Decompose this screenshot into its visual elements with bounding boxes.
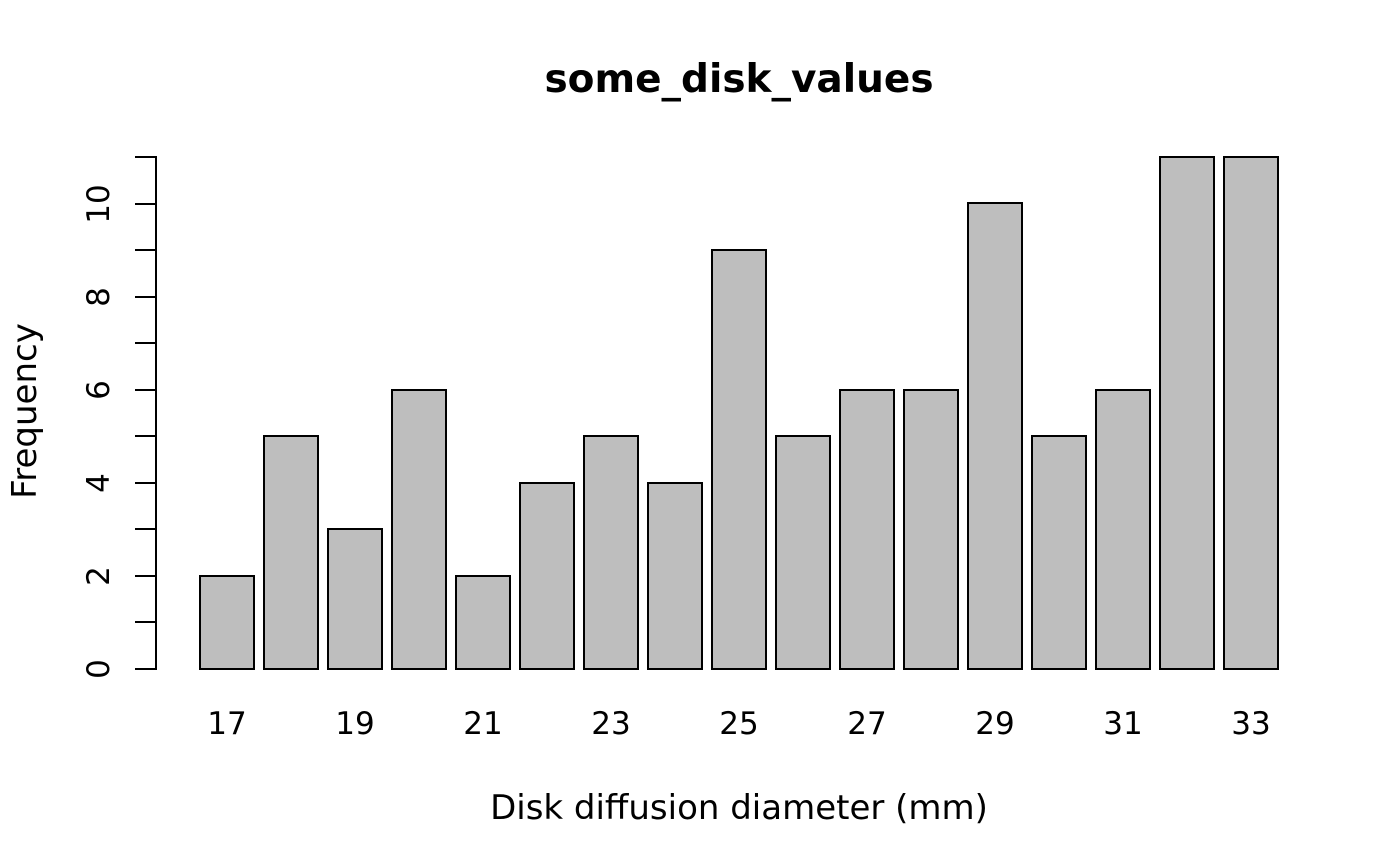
bar-32 [1159, 156, 1215, 670]
y-axis-title: Frequency [5, 323, 45, 499]
bar-21 [455, 575, 511, 670]
y-tick-label-6: 6 [81, 380, 117, 400]
x-tick-label-17: 17 [207, 706, 247, 742]
bar-17 [199, 575, 255, 670]
y-axis-tick-0 [135, 668, 156, 670]
x-tick-label-31: 31 [1103, 706, 1143, 742]
bar-22 [519, 482, 575, 670]
bar-25 [711, 249, 767, 670]
y-axis-tick-8 [135, 296, 156, 298]
y-axis-tick-6 [135, 389, 156, 391]
y-axis-tick-11 [135, 156, 156, 158]
bar-24 [647, 482, 703, 670]
y-tick-label-4: 4 [81, 473, 117, 493]
y-tick-label-8: 8 [81, 287, 117, 307]
y-axis-tick-4 [135, 482, 156, 484]
y-axis-tick-3 [135, 528, 156, 530]
bar-23 [583, 435, 639, 670]
y-tick-label-0: 0 [81, 659, 117, 679]
x-tick-label-25: 25 [719, 706, 759, 742]
bar-28 [903, 389, 959, 670]
bar-31 [1095, 389, 1151, 670]
x-tick-label-27: 27 [847, 706, 887, 742]
x-axis-title: Disk diffusion diameter (mm) [490, 788, 988, 828]
bar-20 [391, 389, 447, 670]
x-tick-label-19: 19 [335, 706, 375, 742]
x-tick-label-21: 21 [463, 706, 503, 742]
bar-18 [263, 435, 319, 670]
bar-26 [775, 435, 831, 670]
x-tick-label-33: 33 [1231, 706, 1271, 742]
y-axis-tick-9 [135, 249, 156, 251]
x-tick-label-29: 29 [975, 706, 1015, 742]
x-tick-label-23: 23 [591, 706, 631, 742]
y-axis-tick-1 [135, 621, 156, 623]
y-tick-label-10: 10 [81, 184, 117, 224]
y-tick-label-2: 2 [81, 566, 117, 586]
y-axis-tick-2 [135, 575, 156, 577]
y-axis-tick-10 [135, 203, 156, 205]
bar-29 [967, 202, 1023, 670]
y-axis-line [155, 156, 157, 670]
bar-33 [1223, 156, 1279, 670]
bar-19 [327, 528, 383, 670]
bar-30 [1031, 435, 1087, 670]
y-axis-tick-7 [135, 342, 156, 344]
y-axis-tick-5 [135, 435, 156, 437]
chart-title: some_disk_values [544, 57, 934, 102]
bar-27 [839, 389, 895, 670]
